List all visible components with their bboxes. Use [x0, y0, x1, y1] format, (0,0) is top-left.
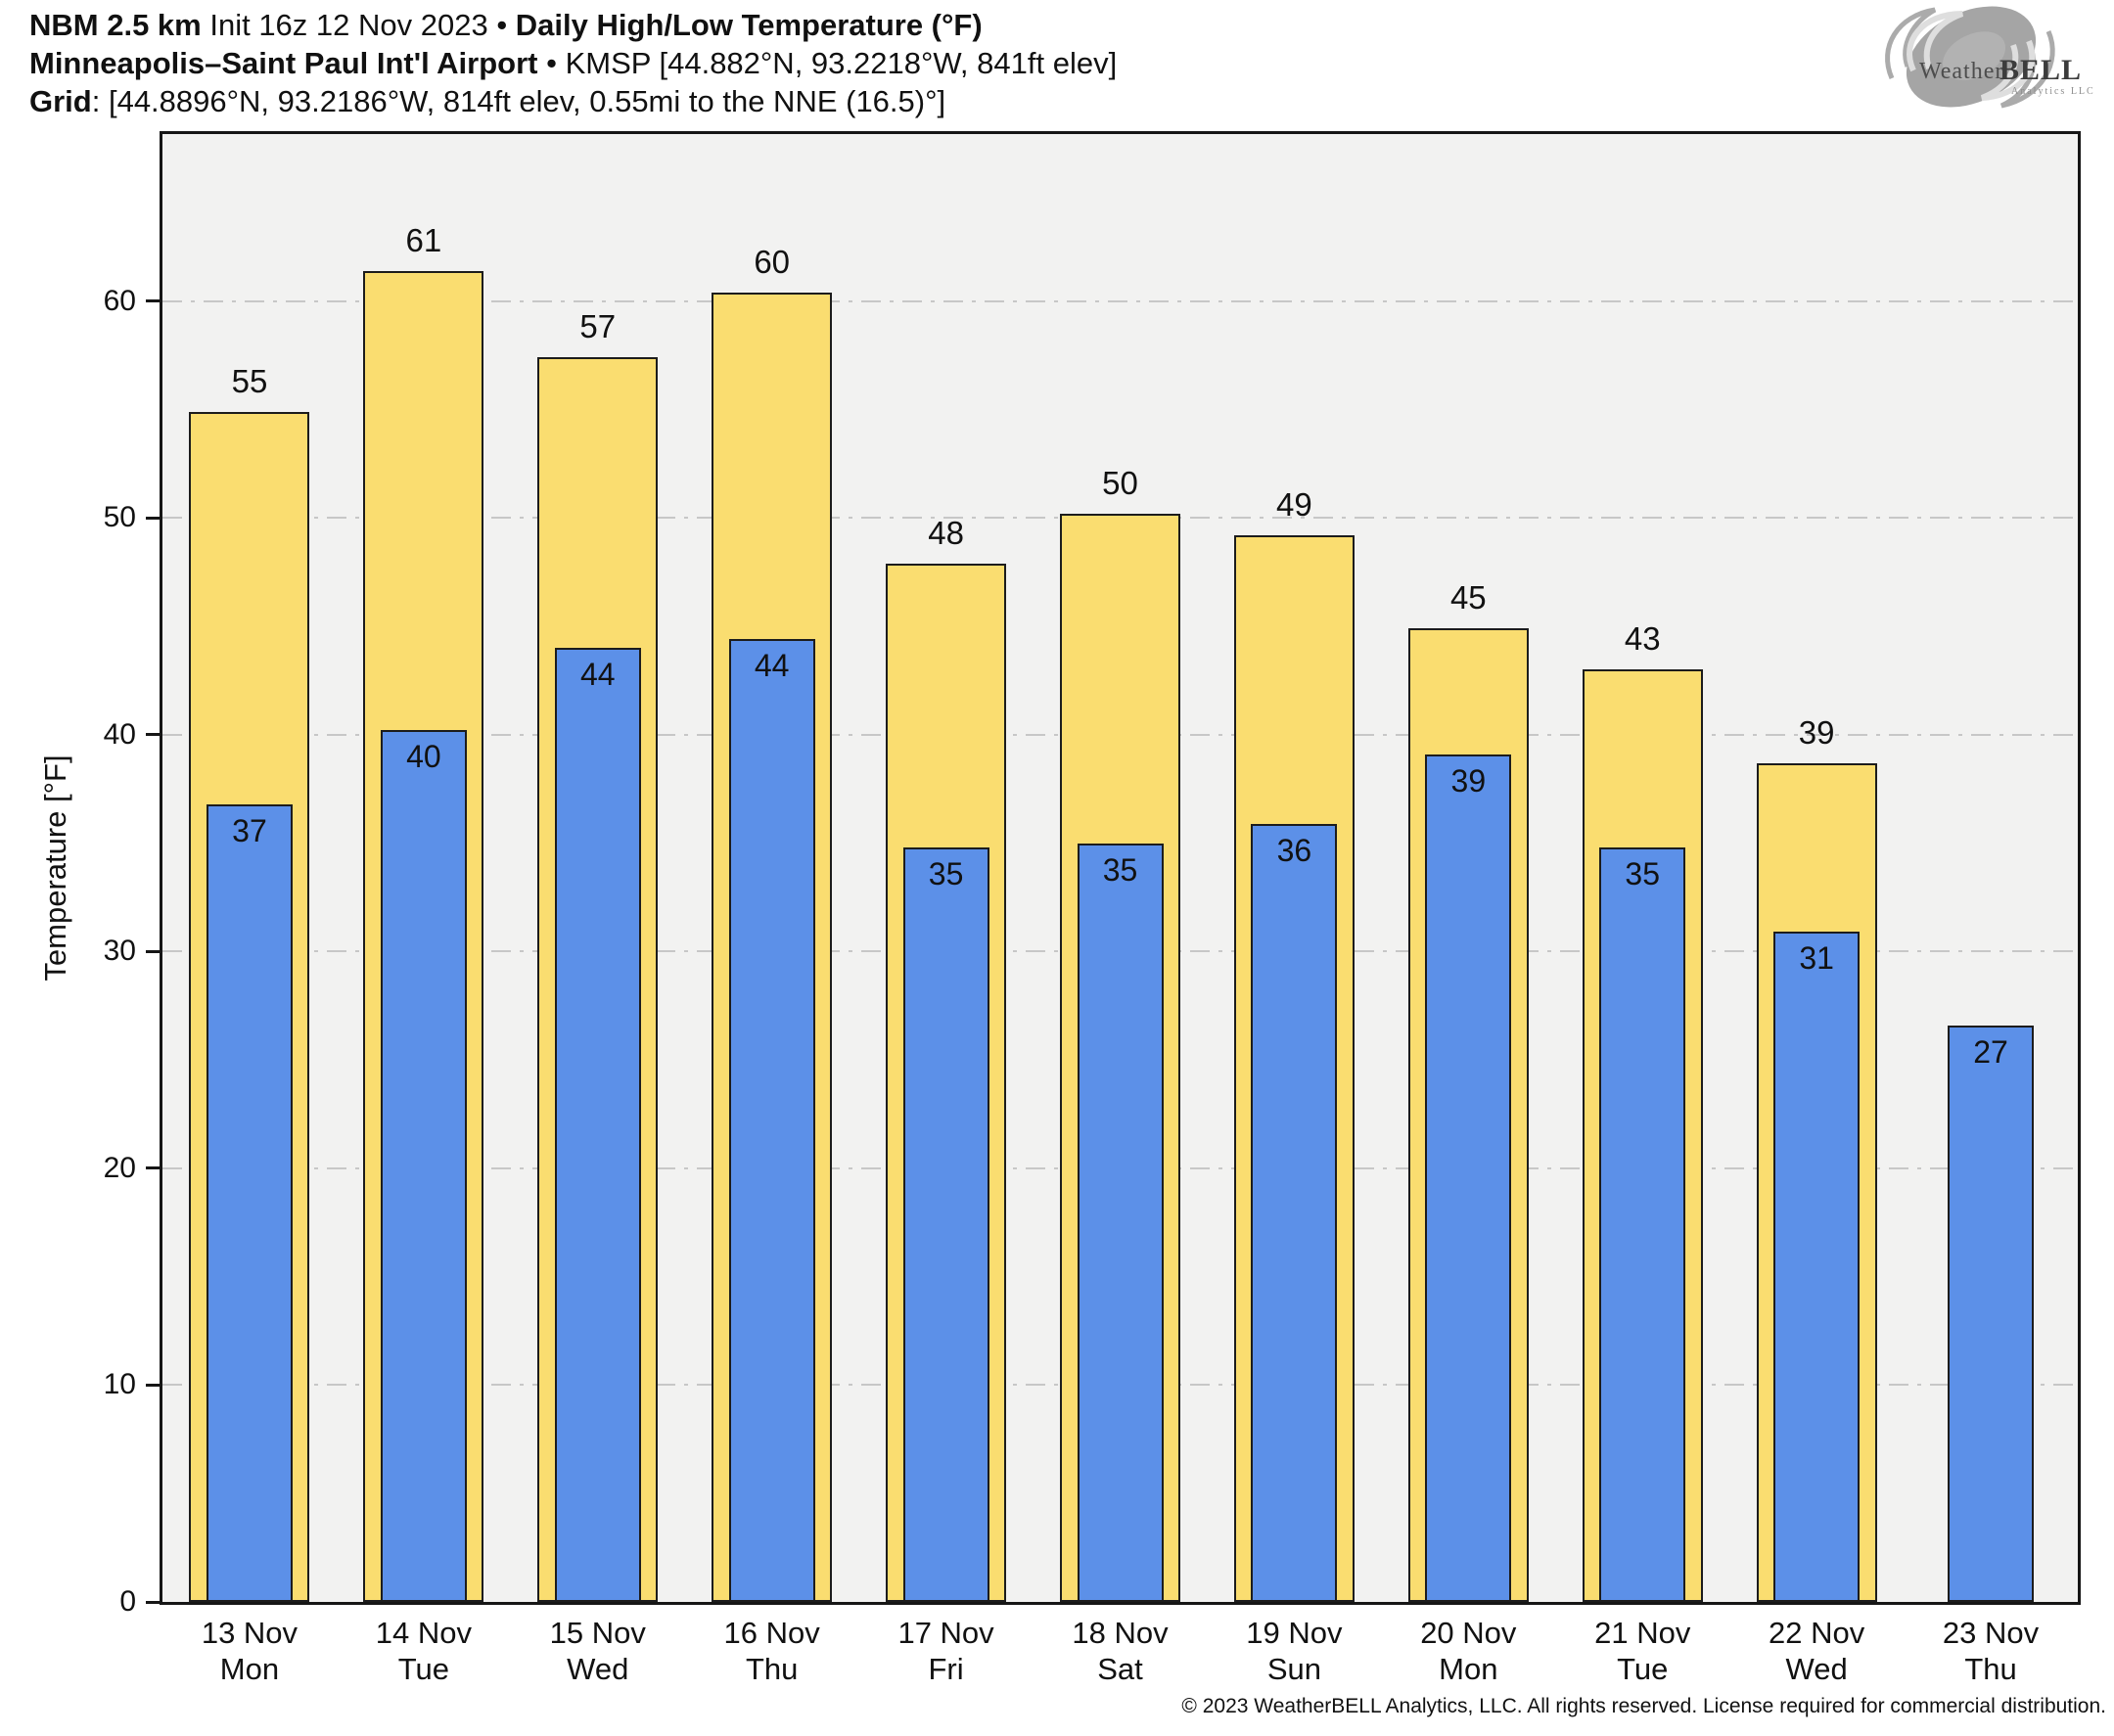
x-tick-date: 14 Nov [375, 1616, 472, 1650]
chart-header: NBM 2.5 km Init 16z 12 Nov 2023 • Daily … [29, 6, 1117, 120]
low-value-label: 44 [754, 648, 790, 684]
y-tick-mark-0 [146, 1600, 160, 1604]
y-tick-label: 40 [103, 717, 136, 751]
low-bar [1077, 843, 1164, 1602]
x-tick-day: Thu [1964, 1652, 2017, 1686]
y-tick-label: 10 [103, 1368, 136, 1401]
gridline-60 [162, 299, 2078, 302]
plot-area: 0 10 20 30 40 50 60 55 37 61 40 57 44 60 44 48 35 50 35 49 3… [104, 131, 2081, 1618]
low-bar [1948, 1025, 2035, 1602]
high-value-label: 57 [579, 308, 617, 345]
y-tick-mark-30 [146, 949, 160, 953]
low-bar [206, 803, 293, 1602]
x-tick-date: 16 Nov [723, 1616, 820, 1650]
x-tick-label: 19 Nov Sun [1207, 1615, 1381, 1687]
x-tick-label: 14 Nov Tue [337, 1615, 511, 1687]
x-tick-day: Mon [219, 1652, 280, 1686]
hurricane-swirl-icon [1885, 6, 2055, 109]
header-line-3: Grid: [44.8896°N, 93.2186°W, 814ft elev,… [29, 82, 1117, 120]
grid-label: Grid [29, 84, 92, 118]
x-tick-label: 23 Nov Thu [1904, 1615, 2078, 1687]
x-tick-label: 16 Nov Thu [685, 1615, 859, 1687]
y-tick-label: 30 [103, 935, 136, 968]
low-value-label: 36 [1276, 832, 1312, 868]
high-value-label: 55 [231, 362, 268, 399]
low-bar [902, 846, 989, 1602]
x-tick-label: 21 Nov Tue [1555, 1615, 1729, 1687]
x-tick-date: 13 Nov [201, 1616, 299, 1650]
x-tick-day: Mon [1439, 1652, 1498, 1686]
x-tick-day: Sat [1097, 1652, 1143, 1686]
high-value-label: 49 [1276, 485, 1312, 523]
low-bar [554, 648, 641, 1602]
y-tick-label: 60 [103, 284, 136, 317]
x-tick-date: 22 Nov [1769, 1616, 1865, 1650]
grid-details: : [44.8896°N, 93.2186°W, 814ft elev, 0.5… [91, 84, 946, 118]
y-tick-mark-40 [146, 733, 160, 737]
y-tick-label: 0 [119, 1585, 136, 1618]
high-value-label: 60 [754, 243, 791, 280]
x-tick-day: Tue [397, 1652, 449, 1686]
low-value-label: 35 [928, 855, 964, 891]
station-name: Minneapolis–Saint Paul Int'l Airport [29, 46, 538, 80]
high-value-label: 61 [405, 221, 442, 258]
low-value-label: 40 [406, 739, 441, 775]
low-value-label: 35 [1625, 855, 1661, 891]
x-tick-label: 13 Nov Mon [162, 1615, 337, 1687]
y-tick-mark-20 [146, 1166, 160, 1170]
logo-bell-text: BELL [1999, 54, 2082, 86]
x-tick-label: 22 Nov Wed [1729, 1615, 1904, 1687]
y-tick-label: 20 [103, 1151, 136, 1184]
x-tick-day: Sun [1266, 1652, 1321, 1686]
low-value-label: 31 [1799, 940, 1834, 977]
x-tick-date: 23 Nov [1942, 1616, 2040, 1650]
y-tick-mark-50 [146, 516, 160, 520]
x-tick-day: Tue [1617, 1652, 1669, 1686]
y-tick-mark-10 [146, 1383, 160, 1387]
low-bar [1251, 823, 1338, 1602]
header-line-1: NBM 2.5 km Init 16z 12 Nov 2023 • Daily … [29, 6, 1117, 44]
station-details: • KMSP [44.882°N, 93.2218°W, 841ft elev] [537, 46, 1118, 80]
low-value-label: 39 [1450, 762, 1487, 799]
low-value-label: 44 [579, 657, 616, 693]
x-tick-label: 15 Nov Wed [511, 1615, 685, 1687]
x-tick-day: Thu [745, 1652, 799, 1686]
logo-weather-text: Weather [1919, 59, 2003, 84]
x-tick-date: 17 Nov [897, 1616, 994, 1650]
low-bar [1425, 754, 1512, 1602]
x-tick-label: 18 Nov Sat [1034, 1615, 1208, 1687]
low-bar [1599, 846, 1686, 1602]
high-value-label: 45 [1449, 579, 1487, 617]
x-tick-day: Wed [567, 1652, 629, 1686]
copyright-notice: © 2023 WeatherBELL Analytics, LLC. All r… [1181, 1695, 2106, 1717]
low-value-label: 27 [1973, 1033, 2008, 1070]
high-value-label: 50 [1102, 464, 1138, 501]
high-value-label: 43 [1624, 620, 1661, 658]
low-value-label: 37 [232, 812, 267, 848]
low-bar [728, 639, 815, 1602]
init-time: Init 16z 12 Nov 2023 • [201, 8, 516, 42]
x-tick-day: Fri [928, 1652, 964, 1686]
logo-subtitle-text: Analytics LLC [2011, 86, 2095, 97]
high-value-label: 48 [928, 514, 964, 551]
low-value-label: 35 [1102, 851, 1138, 888]
x-tick-date: 21 Nov [1594, 1616, 1691, 1650]
x-tick-day: Wed [1785, 1652, 1848, 1686]
low-bar [1773, 932, 1861, 1602]
x-tick-date: 19 Nov [1246, 1616, 1343, 1650]
y-tick-label: 50 [103, 501, 136, 534]
x-tick-label: 17 Nov Fri [859, 1615, 1034, 1687]
chart-title: Daily High/Low Temperature (°F) [515, 8, 983, 42]
header-line-2: Minneapolis–Saint Paul Int'l Airport • K… [29, 44, 1117, 82]
x-tick-date: 20 Nov [1420, 1616, 1517, 1650]
x-tick-date: 15 Nov [549, 1616, 646, 1650]
y-tick-mark-60 [146, 299, 160, 303]
high-value-label: 39 [1798, 713, 1835, 751]
weatherbell-logo: Weather BELL Analytics LLC [1885, 6, 2095, 109]
model-name: NBM 2.5 km [29, 8, 202, 42]
low-bar [380, 730, 467, 1602]
x-tick-label: 20 Nov Mon [1381, 1615, 1555, 1687]
x-tick-date: 18 Nov [1072, 1616, 1169, 1650]
